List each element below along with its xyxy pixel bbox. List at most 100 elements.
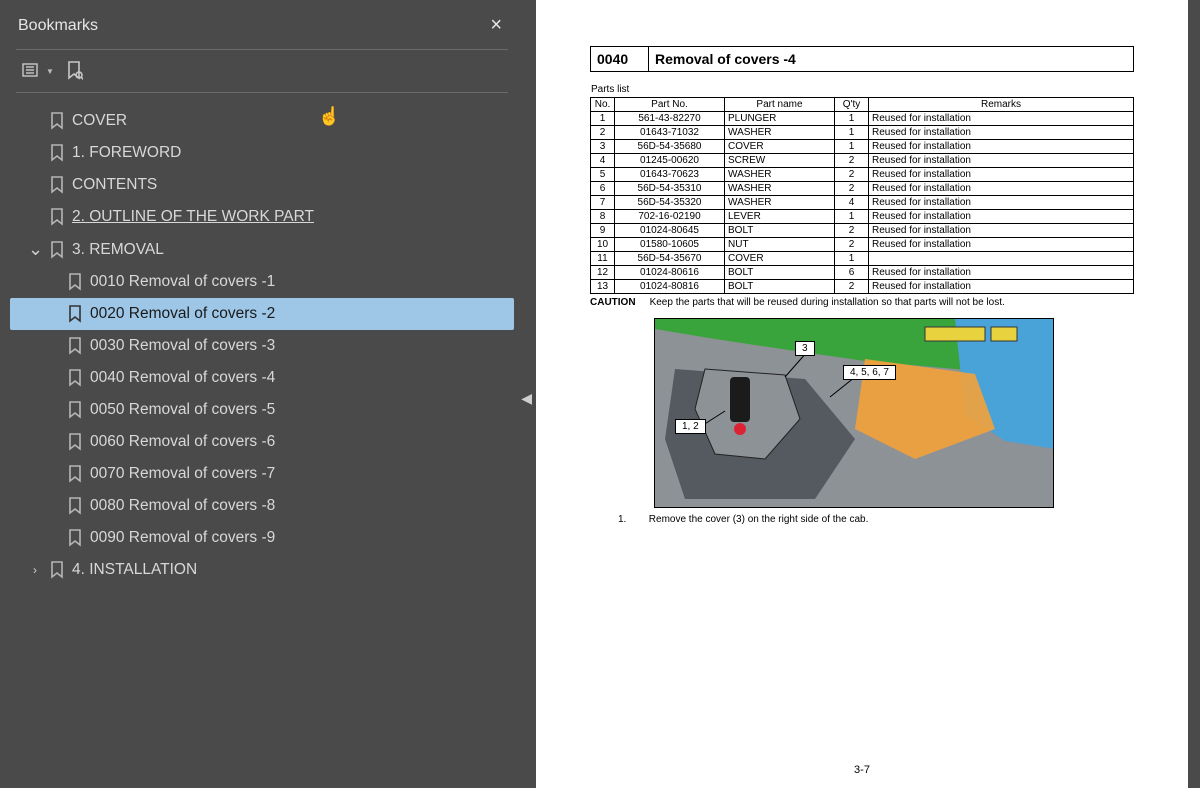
- table-cell: Reused for installation: [869, 140, 1134, 154]
- table-row: 8702-16-02190LEVER1Reused for installati…: [591, 210, 1134, 224]
- bookmark-item[interactable]: 0090 Removal of covers -9: [10, 522, 514, 554]
- document-area[interactable]: 0040 Removal of covers -4 Parts list No.…: [530, 0, 1200, 788]
- table-cell: BOLT: [725, 266, 835, 280]
- bookmark-label: 3. REMOVAL: [72, 241, 164, 259]
- bookmark-item[interactable]: CONTENTS: [10, 169, 514, 201]
- section-title: Removal of covers -4: [649, 47, 1133, 71]
- bookmark-icon: [66, 272, 84, 292]
- table-row: 756D-54-35320WASHER4Reused for installat…: [591, 196, 1134, 210]
- bookmark-label: 0070 Removal of covers -7: [90, 465, 275, 483]
- table-cell: 8: [591, 210, 615, 224]
- callout: 1, 2: [675, 419, 706, 434]
- table-header-row: No.Part No.Part nameQ'tyRemarks: [591, 98, 1134, 112]
- table-cell: 01024-80645: [615, 224, 725, 238]
- table-row: 1001580-10605NUT2Reused for installation: [591, 238, 1134, 252]
- table-row: 356D-54-35680COVER1Reused for installati…: [591, 140, 1134, 154]
- pdf-page: 0040 Removal of covers -4 Parts list No.…: [536, 0, 1188, 788]
- bookmark-item[interactable]: 0080 Removal of covers -8: [10, 490, 514, 522]
- bookmark-label: COVER: [72, 112, 127, 130]
- find-bookmark-icon[interactable]: [64, 60, 86, 82]
- dropdown-caret-icon[interactable]: ▼: [46, 67, 54, 76]
- caution-text: Keep the parts that will be reused durin…: [650, 297, 1005, 308]
- table-cell: 13: [591, 280, 615, 294]
- bookmark-icon: [48, 175, 66, 195]
- bookmark-item[interactable]: 0020 Removal of covers -2: [10, 298, 514, 330]
- table-cell: 2: [835, 238, 869, 252]
- bookmark-label: 0010 Removal of covers -1: [90, 273, 275, 291]
- bookmark-icon: [66, 304, 84, 324]
- chevron-icon[interactable]: ›: [28, 563, 42, 577]
- table-cell: 01643-71032: [615, 126, 725, 140]
- bookmark-icon: [66, 432, 84, 452]
- chevron-icon[interactable]: ⌄: [28, 239, 42, 260]
- table-cell: 2: [835, 280, 869, 294]
- table-cell: 1: [835, 112, 869, 126]
- bookmark-label: 4. INSTALLATION: [72, 561, 197, 579]
- table-cell: 4: [591, 154, 615, 168]
- bookmark-item[interactable]: 0060 Removal of covers -6: [10, 426, 514, 458]
- table-cell: WASHER: [725, 168, 835, 182]
- table-cell: 2: [591, 126, 615, 140]
- bookmark-label: 0020 Removal of covers -2: [90, 305, 275, 323]
- diagram: 1, 2 3 4, 5, 6, 7: [654, 318, 1054, 508]
- table-row: 201643-71032WASHER1Reused for installati…: [591, 126, 1134, 140]
- table-cell: 2: [835, 224, 869, 238]
- table-cell: 5: [591, 168, 615, 182]
- table-cell: 12: [591, 266, 615, 280]
- table-cell: Reused for installation: [869, 126, 1134, 140]
- table-cell: Reused for installation: [869, 154, 1134, 168]
- bookmark-label: 0080 Removal of covers -8: [90, 497, 275, 515]
- bookmarks-header: Bookmarks ×: [10, 10, 514, 47]
- bookmark-item[interactable]: 1. FOREWORD: [10, 137, 514, 169]
- table-cell: Reused for installation: [869, 238, 1134, 252]
- bookmark-item[interactable]: › 4. INSTALLATION: [10, 554, 514, 586]
- table-row: 401245-00620SCREW2Reused for installatio…: [591, 154, 1134, 168]
- bookmarks-toolbar: ▼: [10, 56, 514, 90]
- bookmark-label: 0050 Removal of covers -5: [90, 401, 275, 419]
- close-icon[interactable]: ×: [484, 14, 508, 37]
- table-cell: [869, 252, 1134, 266]
- bookmark-item[interactable]: 0040 Removal of covers -4: [10, 362, 514, 394]
- table-cell: 702-16-02190: [615, 210, 725, 224]
- parts-table: No.Part No.Part nameQ'tyRemarks 1561-43-…: [590, 97, 1134, 294]
- bookmark-item[interactable]: COVER: [10, 105, 514, 137]
- bookmark-item[interactable]: ⌄ 3. REMOVAL: [10, 233, 514, 266]
- table-cell: 2: [835, 154, 869, 168]
- table-row: 501643-70623WASHER2Reused for installati…: [591, 168, 1134, 182]
- bookmark-icon: [66, 400, 84, 420]
- table-header: No.: [591, 98, 615, 112]
- table-row: 1561-43-82270PLUNGER1Reused for installa…: [591, 112, 1134, 126]
- table-header: Remarks: [869, 98, 1134, 112]
- table-cell: Reused for installation: [869, 112, 1134, 126]
- instruction-text: Remove the cover (3) on the right side o…: [649, 514, 869, 525]
- table-row: 1301024-80816BOLT2Reused for installatio…: [591, 280, 1134, 294]
- bookmark-icon: [66, 528, 84, 548]
- table-cell: 4: [835, 196, 869, 210]
- table-cell: Reused for installation: [869, 210, 1134, 224]
- table-cell: BOLT: [725, 280, 835, 294]
- bookmark-item[interactable]: 0050 Removal of covers -5: [10, 394, 514, 426]
- page-number: 3-7: [536, 764, 1188, 776]
- bookmark-item[interactable]: 0030 Removal of covers -3: [10, 330, 514, 362]
- divider: [16, 49, 508, 50]
- table-cell: 56D-54-35310: [615, 182, 725, 196]
- table-cell: 2: [835, 168, 869, 182]
- table-cell: 3: [591, 140, 615, 154]
- collapse-handle-icon[interactable]: ◀: [521, 390, 532, 407]
- table-cell: 1: [835, 210, 869, 224]
- bookmark-item[interactable]: 2. OUTLINE OF THE WORK PART: [10, 201, 514, 233]
- bookmark-item[interactable]: 0010 Removal of covers -1: [10, 266, 514, 298]
- table-cell: WASHER: [725, 182, 835, 196]
- callout: 3: [795, 341, 815, 356]
- section-header: 0040 Removal of covers -4: [590, 46, 1134, 72]
- bookmark-item[interactable]: 0070 Removal of covers -7: [10, 458, 514, 490]
- bookmark-icon: [66, 496, 84, 516]
- outline-options-icon[interactable]: [20, 60, 42, 82]
- table-row: 1201024-80616BOLT6Reused for installatio…: [591, 266, 1134, 280]
- table-header: Q'ty: [835, 98, 869, 112]
- table-cell: WASHER: [725, 196, 835, 210]
- table-cell: COVER: [725, 252, 835, 266]
- table-cell: LEVER: [725, 210, 835, 224]
- table-cell: 01580-10605: [615, 238, 725, 252]
- table-cell: BOLT: [725, 224, 835, 238]
